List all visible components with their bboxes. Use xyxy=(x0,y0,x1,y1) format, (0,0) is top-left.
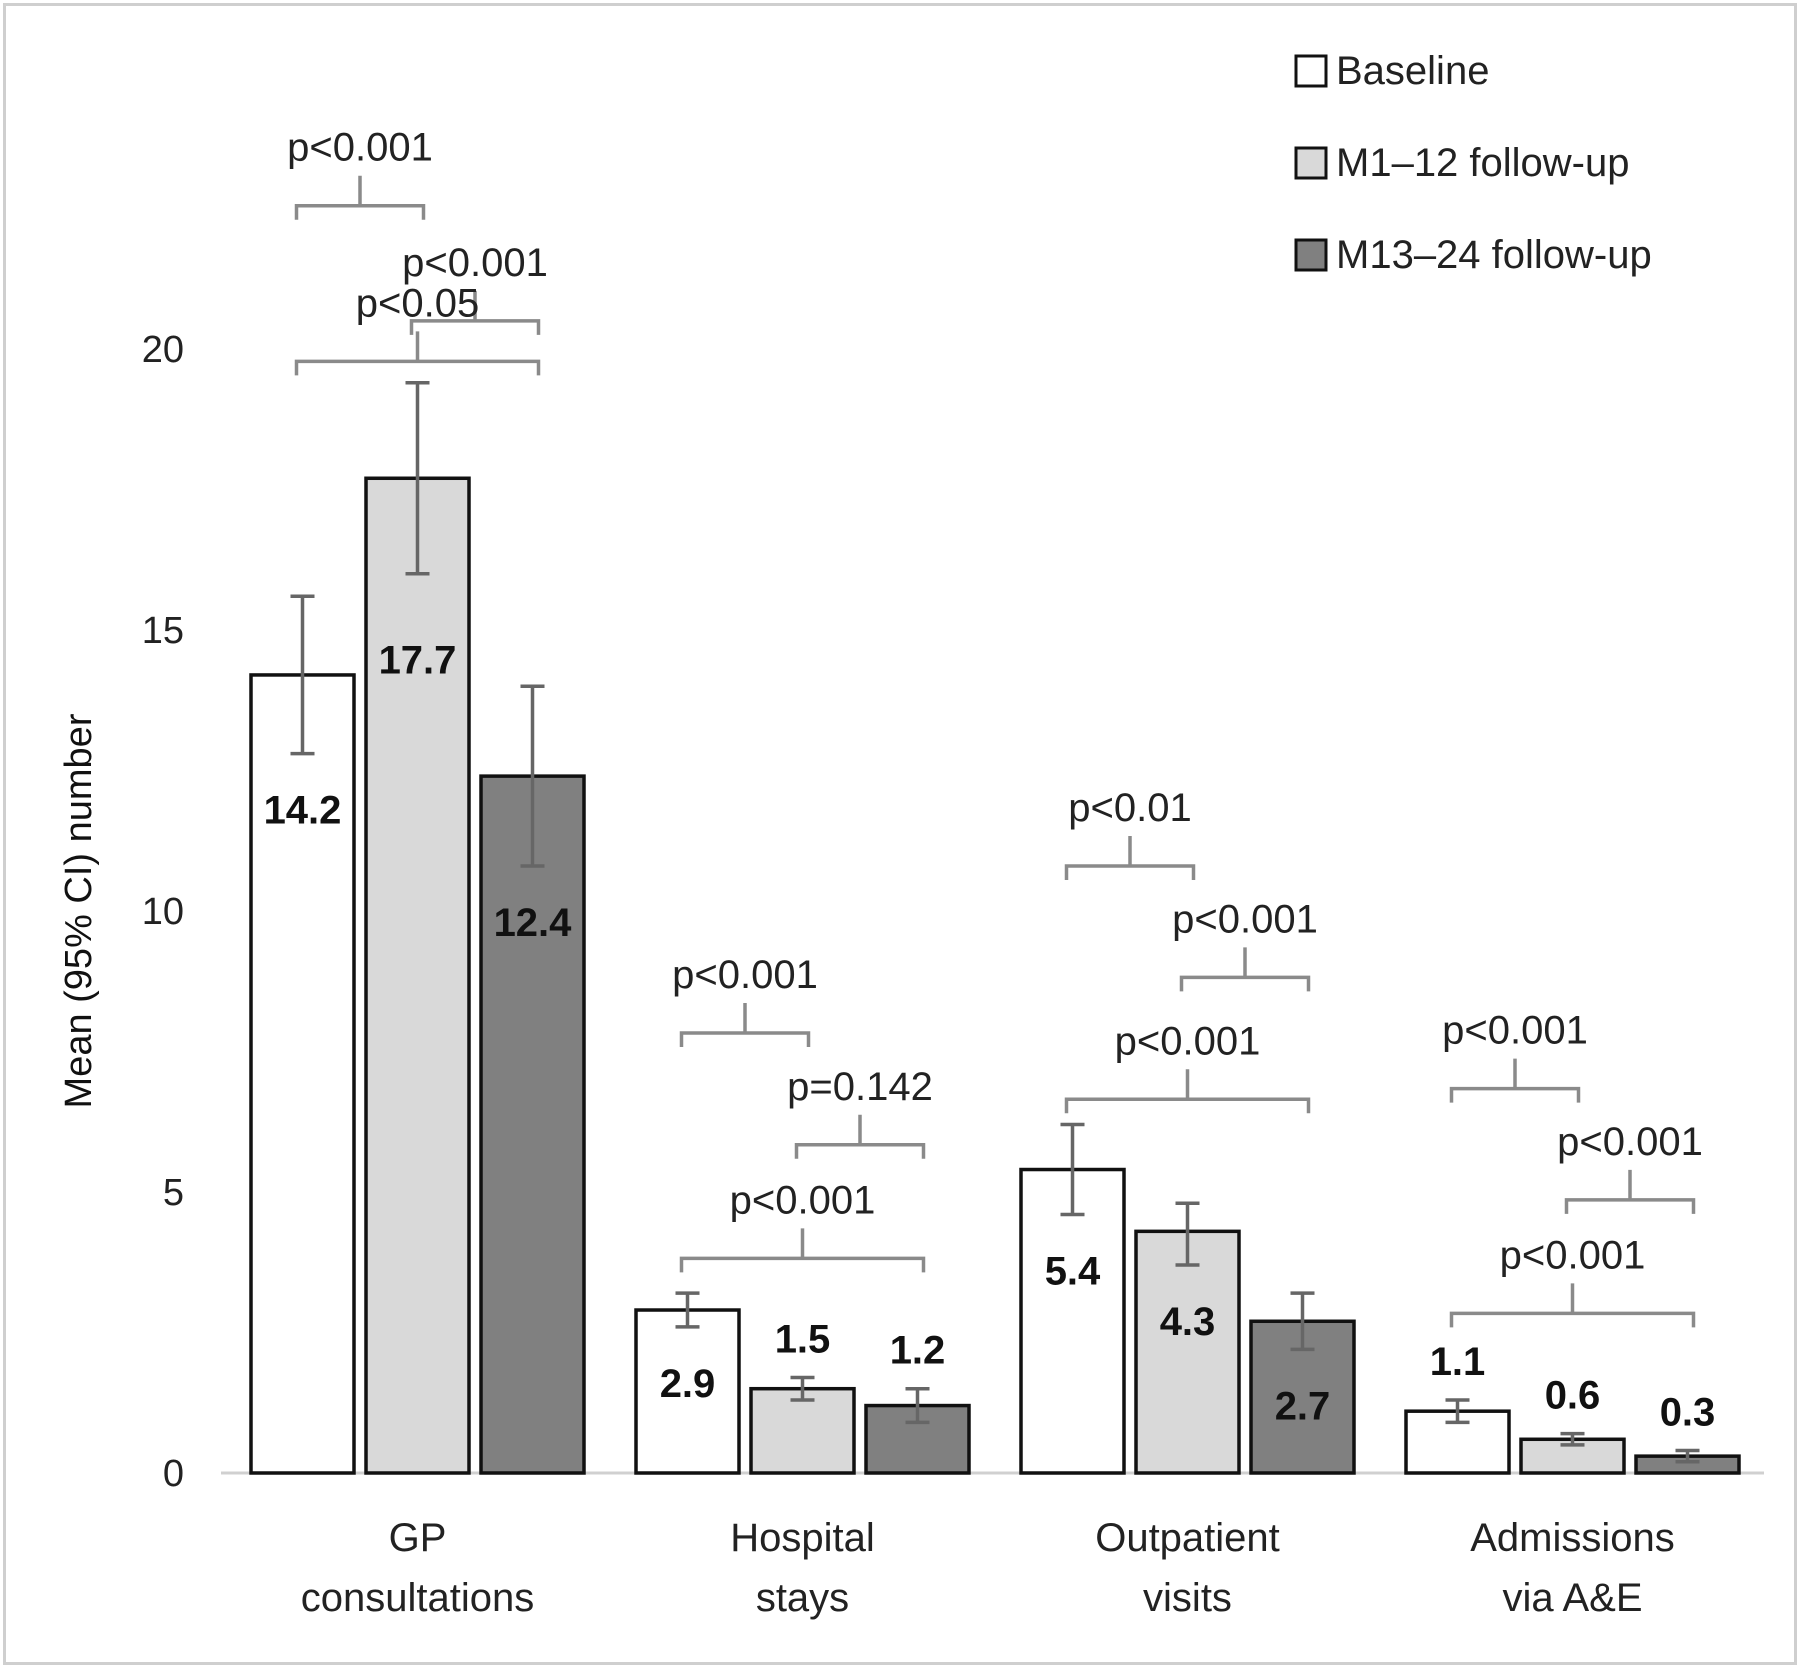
bar-chart: 0 5 10 15 20 Mean (95% CI) number GP consultati… xyxy=(58,49,1764,1620)
significance-label-4: p=0.142 xyxy=(787,1065,933,1109)
data-labels: 14.2 2.9 5.4 1.1 17.7 1.5 4.3 0.6 12.4 1.2 2.7 0.3 xyxy=(264,638,1716,1434)
bar-series-0-cat-2 xyxy=(1019,1167,1126,1475)
significance-label-0: p<0.001 xyxy=(287,126,433,170)
data-label-series-0-cat-2: 5.4 xyxy=(1045,1249,1101,1293)
bar-series-1-cat-0 xyxy=(364,476,471,1475)
category-label-3-line-1: via A&E xyxy=(1502,1576,1642,1620)
category-label-2-line-1: visits xyxy=(1143,1576,1232,1620)
significance-brackets: p<0.001p<0.001p<0.05p<0.001p=0.142p<0.00… xyxy=(287,126,1703,1328)
legend-swatch-0 xyxy=(1294,54,1328,88)
significance-label-1: p<0.001 xyxy=(402,241,548,285)
y-tick-label-0: 0 xyxy=(163,1453,184,1495)
significance-label-9: p<0.001 xyxy=(1442,1009,1588,1053)
data-label-series-1-cat-3: 0.6 xyxy=(1545,1374,1601,1418)
legend-label-2: M13–24 follow-up xyxy=(1336,233,1652,277)
significance-label-10: p<0.001 xyxy=(1557,1120,1703,1164)
y-tick-label-10: 10 xyxy=(142,891,184,933)
bars xyxy=(249,476,1741,1475)
significance-label-11: p<0.001 xyxy=(1500,1233,1646,1277)
significance-bracket-3 xyxy=(679,1002,811,1047)
significance-bracket-1 xyxy=(409,290,541,335)
y-tick-label-15: 15 xyxy=(142,610,184,652)
significance-bracket-9 xyxy=(1449,1058,1581,1103)
axes: 0 5 10 15 20 Mean (95% CI) number GP consultati… xyxy=(58,329,1764,1620)
data-label-series-1-cat-2: 4.3 xyxy=(1160,1300,1216,1344)
legend-label-1: M1–12 follow-up xyxy=(1336,141,1630,185)
significance-bracket-7 xyxy=(1179,947,1311,992)
significance-label-6: p<0.01 xyxy=(1068,786,1191,830)
data-label-series-2-cat-2: 2.7 xyxy=(1275,1384,1331,1428)
y-tick-label-20: 20 xyxy=(142,329,184,371)
category-label-0-line-0: GP xyxy=(389,1516,447,1560)
legend-swatch-2 xyxy=(1294,238,1328,272)
data-label-series-0-cat-0: 14.2 xyxy=(264,789,342,833)
category-label-2-line-0: Outpatient xyxy=(1095,1516,1280,1560)
bar-series-2-cat-0 xyxy=(479,774,586,1475)
significance-label-8: p<0.001 xyxy=(1115,1019,1261,1063)
data-label-series-2-cat-3: 0.3 xyxy=(1660,1391,1716,1435)
significance-bracket-8 xyxy=(1064,1069,1311,1114)
bar-series-1-cat-1 xyxy=(749,1386,856,1475)
significance-bracket-0 xyxy=(294,175,426,220)
significance-bracket-5 xyxy=(679,1228,926,1273)
bar-series-0-cat-0 xyxy=(249,673,356,1475)
significance-label-5: p<0.001 xyxy=(730,1178,876,1222)
category-label-0-line-1: consultations xyxy=(301,1576,534,1620)
bar-series-1-cat-2 xyxy=(1134,1229,1241,1475)
category-label-1-line-1: stays xyxy=(756,1576,849,1620)
significance-label-3: p<0.001 xyxy=(672,953,818,997)
category-label-3-line-0: Admissions xyxy=(1470,1516,1675,1560)
error-bars xyxy=(290,380,1700,1464)
y-axis-label: Mean (95% CI) number xyxy=(58,713,100,1108)
significance-bracket-4 xyxy=(794,1114,926,1159)
data-label-series-2-cat-1: 1.2 xyxy=(890,1329,946,1373)
data-label-series-0-cat-1: 2.9 xyxy=(660,1362,716,1406)
legend-swatch-1 xyxy=(1294,146,1328,180)
category-label-1-line-0: Hospital xyxy=(730,1516,875,1560)
legend: Baseline M1–12 follow-up M13–24 follow-up xyxy=(1294,49,1652,277)
data-label-series-1-cat-1: 1.5 xyxy=(775,1317,831,1361)
significance-bracket-2 xyxy=(294,331,541,376)
significance-label-2: p<0.05 xyxy=(356,281,479,325)
chart-frame: 0 5 10 15 20 Mean (95% CI) number GP consultati… xyxy=(3,3,1797,1665)
significance-bracket-11 xyxy=(1449,1283,1696,1328)
significance-bracket-6 xyxy=(1064,836,1196,881)
data-label-series-2-cat-0: 12.4 xyxy=(494,901,573,945)
data-label-series-0-cat-3: 1.1 xyxy=(1430,1340,1486,1384)
legend-label-0: Baseline xyxy=(1336,49,1489,93)
significance-label-7: p<0.001 xyxy=(1172,897,1318,941)
data-label-series-1-cat-0: 17.7 xyxy=(379,638,457,682)
significance-bracket-10 xyxy=(1564,1169,1696,1214)
y-tick-label-5: 5 xyxy=(163,1172,184,1214)
bar-series-0-cat-1 xyxy=(634,1308,741,1475)
